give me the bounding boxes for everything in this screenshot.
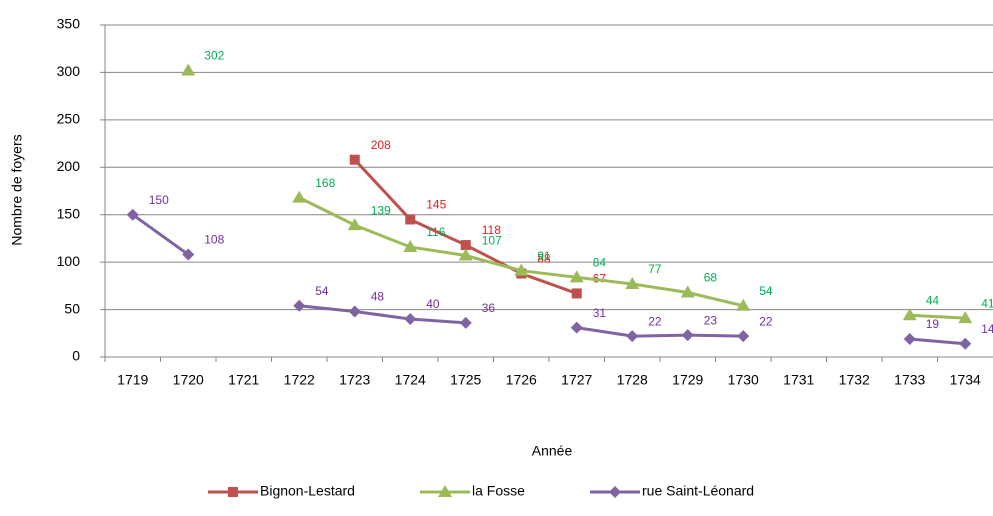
data-label: 108 xyxy=(204,233,224,247)
data-label: 54 xyxy=(315,284,329,298)
y-tick-label: 50 xyxy=(64,300,80,316)
marker xyxy=(404,313,417,326)
x-tick-label: 1722 xyxy=(284,372,315,388)
marker xyxy=(903,332,916,345)
legend-label: Bignon-Lestard xyxy=(260,483,355,499)
data-label: 44 xyxy=(926,293,940,307)
data-label: 23 xyxy=(704,313,718,327)
marker xyxy=(405,214,416,225)
data-label: 139 xyxy=(371,203,391,217)
y-tick-label: 300 xyxy=(57,63,81,79)
marker xyxy=(182,248,195,261)
x-tick-label: 1726 xyxy=(506,372,537,388)
marker xyxy=(570,321,583,334)
marker xyxy=(126,208,139,221)
x-tick-label: 1727 xyxy=(561,372,592,388)
data-label: 145 xyxy=(426,198,446,212)
marker xyxy=(228,487,238,497)
marker xyxy=(737,330,750,343)
marker xyxy=(292,190,307,203)
data-label: 168 xyxy=(315,176,335,190)
series-line xyxy=(298,196,966,320)
data-label: 22 xyxy=(759,314,773,328)
data-label: 41 xyxy=(981,296,993,310)
data-label: 208 xyxy=(371,138,391,152)
marker xyxy=(181,63,196,76)
marker xyxy=(681,329,694,342)
y-tick-label: 150 xyxy=(57,205,81,221)
y-tick-label: 200 xyxy=(57,158,81,174)
marker xyxy=(348,305,361,318)
y-axis-title: Nombre de foyers xyxy=(9,134,25,245)
data-label: 150 xyxy=(149,193,169,207)
x-tick-label: 1729 xyxy=(672,372,703,388)
data-label: 88 xyxy=(537,252,551,266)
marker xyxy=(347,218,362,231)
series-line xyxy=(131,213,966,346)
x-tick-label: 1724 xyxy=(395,372,426,388)
x-tick-label: 1725 xyxy=(450,372,481,388)
data-label: 40 xyxy=(426,297,440,311)
data-label: 107 xyxy=(482,234,502,248)
data-label: 36 xyxy=(482,301,496,315)
data-label: 14 xyxy=(981,322,993,336)
data-label: 54 xyxy=(759,284,773,298)
marker xyxy=(514,263,529,276)
marker xyxy=(736,298,751,311)
x-tick-label: 1730 xyxy=(728,372,759,388)
data-label: 48 xyxy=(371,290,385,304)
y-tick-label: 0 xyxy=(72,348,80,364)
marker xyxy=(459,316,472,329)
x-tick-label: 1723 xyxy=(339,372,370,388)
data-label: 77 xyxy=(648,262,662,276)
marker xyxy=(902,308,917,321)
data-label: 31 xyxy=(593,306,607,320)
x-tick-label: 1728 xyxy=(617,372,648,388)
data-label: 302 xyxy=(204,49,224,63)
legend-label: la Fosse xyxy=(472,483,525,499)
y-tick-label: 350 xyxy=(57,16,81,32)
x-tick-label: 1731 xyxy=(783,372,814,388)
data-label: 22 xyxy=(648,314,662,328)
x-tick-label: 1734 xyxy=(950,372,981,388)
y-tick-label: 250 xyxy=(57,111,81,127)
legend-label: rue Saint-Léonard xyxy=(642,483,754,499)
x-tick-label: 1721 xyxy=(228,372,259,388)
x-tick-label: 1733 xyxy=(894,372,925,388)
data-label: 84 xyxy=(593,255,607,269)
marker xyxy=(609,486,621,498)
marker xyxy=(403,239,418,252)
data-label: 118 xyxy=(482,223,501,237)
marker xyxy=(625,276,640,289)
marker xyxy=(438,485,452,497)
y-tick-label: 100 xyxy=(57,253,81,269)
x-tick-label: 1719 xyxy=(117,372,148,388)
data-label: 68 xyxy=(704,271,718,285)
marker xyxy=(958,311,973,324)
marker xyxy=(626,330,639,343)
marker xyxy=(571,288,582,299)
data-label: 91 xyxy=(537,249,551,263)
data-label: 116 xyxy=(426,225,445,239)
x-tick-label: 1732 xyxy=(839,372,870,388)
x-tick-label: 1720 xyxy=(173,372,204,388)
marker xyxy=(959,337,972,350)
x-axis-title: Année xyxy=(532,443,573,459)
marker xyxy=(458,248,473,261)
marker xyxy=(293,299,306,312)
marker xyxy=(460,240,471,251)
marker xyxy=(349,154,360,165)
marker xyxy=(680,285,695,298)
data-label: 19 xyxy=(926,317,940,331)
marker xyxy=(569,270,584,283)
